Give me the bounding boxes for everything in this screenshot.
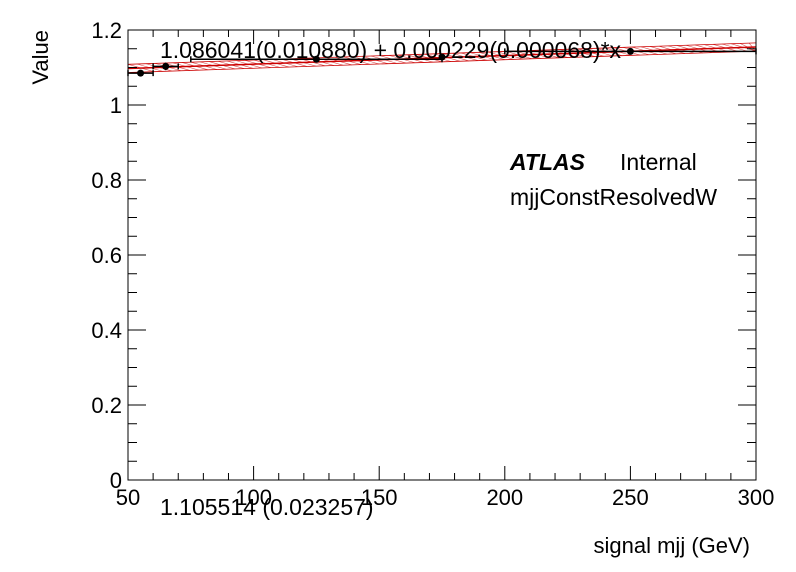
sample-label: mjjConstResolvedW — [510, 184, 717, 210]
data-point — [127, 69, 154, 77]
y-tick-label: 0.4 — [91, 318, 122, 343]
x-tick-label: 200 — [486, 485, 523, 510]
x-tick-label: 50 — [116, 485, 140, 510]
y-tick-label: 0.2 — [91, 393, 122, 418]
plot-frame — [127, 29, 757, 481]
x-tick-label: 250 — [612, 485, 649, 510]
data-point — [152, 62, 179, 71]
data-marker — [137, 69, 145, 77]
y-tick-label: 1 — [110, 93, 122, 118]
atlas-label: ATLAS — [509, 149, 586, 175]
y-tick-label: 0.6 — [91, 243, 122, 268]
constant-fit-label: 1.105514 (0.023257) — [160, 494, 374, 520]
data-marker — [626, 47, 634, 55]
data-marker — [162, 62, 170, 70]
y-tick-label: 1.2 — [91, 18, 122, 43]
y-axis-label: Value — [28, 30, 53, 85]
axis-ticks: 50 100 150 200 250 300 0 0.2 0.4 0.6 0.8 1 1.2 — [91, 18, 774, 510]
x-axis-label: signal mjj (GeV) — [594, 533, 750, 558]
data-point — [438, 53, 446, 61]
y-tick-label: 0.8 — [91, 168, 122, 193]
internal-label: Internal — [620, 149, 697, 175]
data-marker — [438, 53, 446, 61]
y-tick-label: 0 — [110, 468, 122, 493]
x-tick-label: 150 — [361, 485, 398, 510]
x-tick-label: 300 — [738, 485, 775, 510]
fit-equation-label: 1.086041(0.010880) + 0.000229(0.000068)*… — [160, 37, 622, 63]
x-tick-label: 100 — [235, 485, 272, 510]
data-marker — [312, 55, 320, 63]
